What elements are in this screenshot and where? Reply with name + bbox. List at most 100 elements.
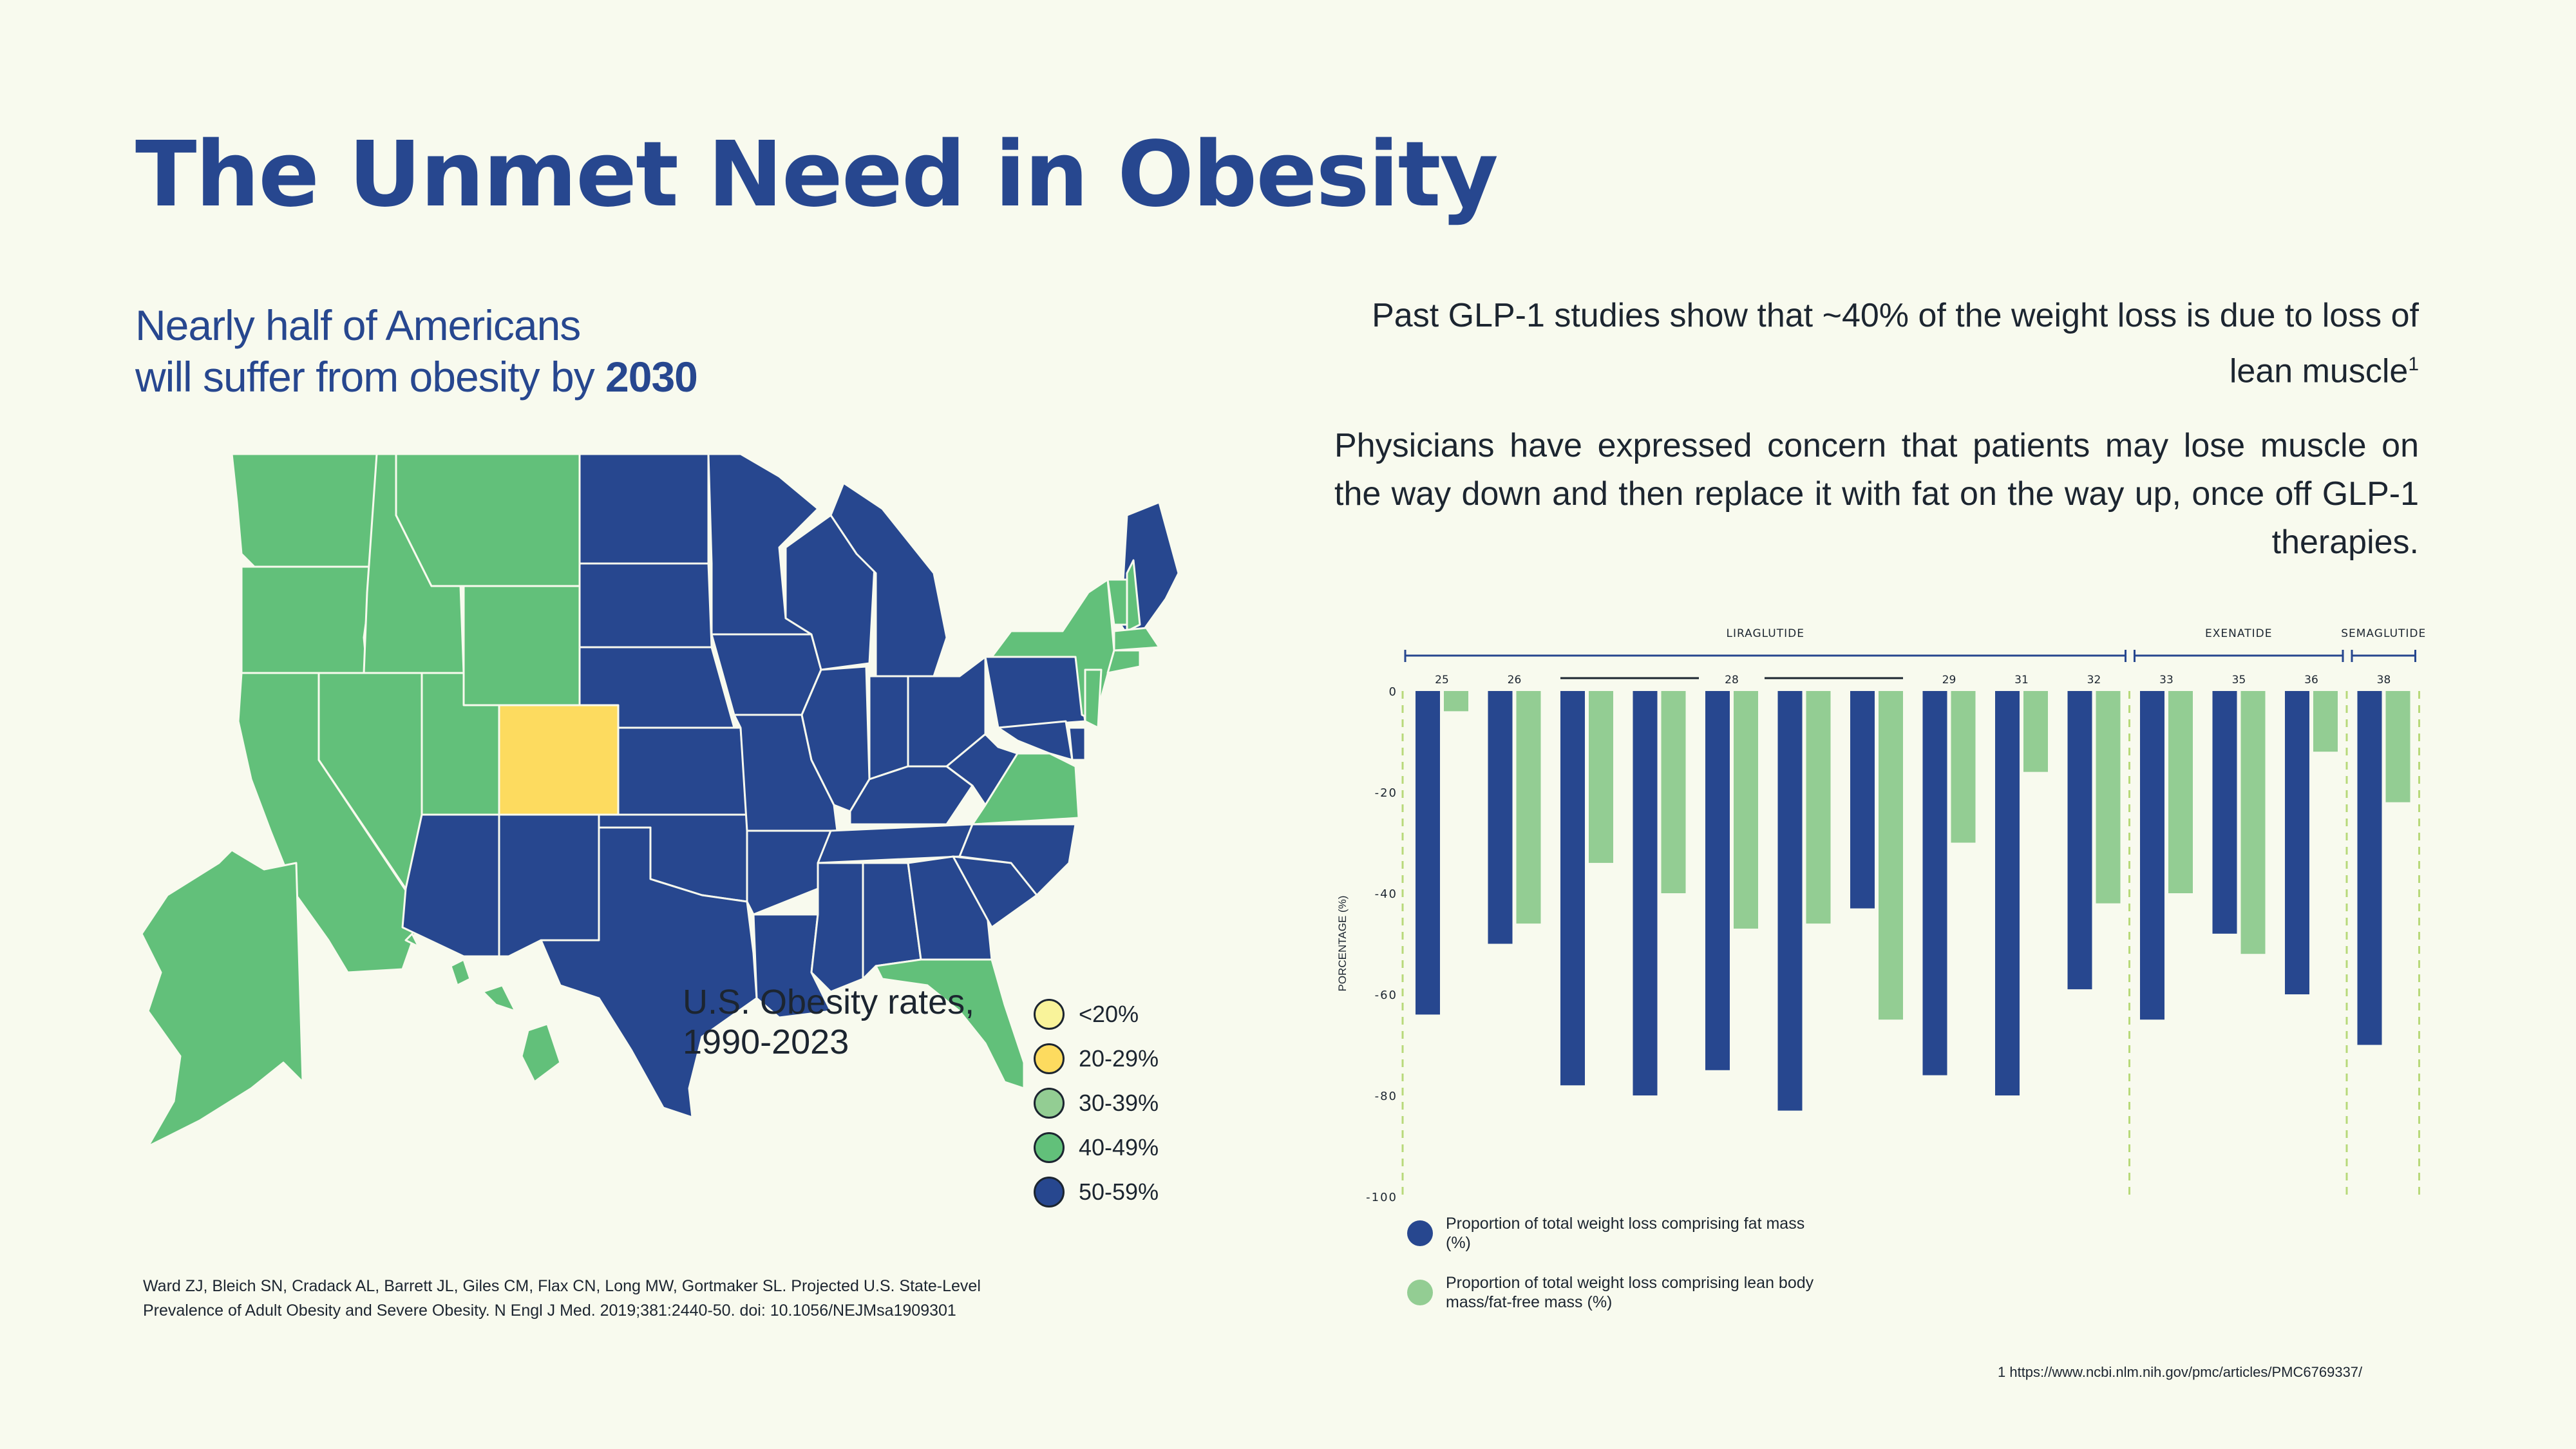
legend-label: <20%	[1079, 1000, 1139, 1027]
category-label: 36	[2304, 674, 2318, 687]
category-label: 33	[2159, 674, 2174, 687]
citation-line-2: Prevalence of Adult Obesity and Severe O…	[143, 1302, 956, 1320]
state-ma	[1113, 627, 1160, 652]
state-mt	[395, 453, 581, 587]
bar-fat-mass	[2357, 691, 2382, 1045]
bar-fat-mass	[2285, 691, 2309, 994]
group-label: LIRAGLUTIDE	[1727, 627, 1804, 640]
glp1-statement-text: Past GLP-1 studies show that ~40% of the…	[1372, 297, 2419, 390]
category-label: 29	[1942, 674, 1956, 687]
bar-fat-mass	[1560, 691, 1585, 1086]
chart-legend-item: Proportion of total weight loss comprisi…	[1407, 1273, 1819, 1312]
state-ms	[810, 862, 864, 993]
state-ak	[140, 849, 304, 1148]
legend-swatch	[1034, 1176, 1065, 1208]
map-caption-line-2: 1990-2023	[683, 1023, 849, 1061]
bar-lean-mass	[2240, 691, 2266, 954]
bar-lean-mass	[1879, 691, 1903, 1020]
y-axis-label: PORCENTAGE (%)	[1336, 896, 1349, 992]
bar-lean-mass	[1806, 691, 1831, 924]
bar-lean-mass	[2313, 691, 2338, 752]
subtitle-line-1: Nearly half of Americans	[135, 301, 581, 349]
state-co	[498, 704, 620, 816]
bar-lean-mass	[1589, 691, 1613, 863]
subtitle: Nearly half of Americans will suffer fro…	[135, 299, 698, 402]
legend-label: 20-29%	[1079, 1045, 1159, 1072]
state-il	[800, 665, 871, 813]
state-pa	[984, 656, 1086, 729]
subtitle-line-2: will suffer from obesity by 2030	[135, 351, 698, 402]
legend-label: Proportion of total weight loss comprisi…	[1446, 1215, 1805, 1252]
bar-fat-mass	[1777, 691, 1803, 1111]
map-legend-item: 30-39%	[1034, 1081, 1159, 1125]
state-nj	[1084, 668, 1103, 729]
map-legend-item: 40-49%	[1034, 1125, 1159, 1170]
footnote-marker: 1	[2408, 354, 2419, 375]
body-composition-bar-chart: 0 -20 -40 -60 -80 -100 PORCENTAGE (%) LIRAGLUTI…	[1336, 627, 2426, 1204]
category-label: 26	[1508, 674, 1522, 687]
bar-lean-mass	[2385, 691, 2410, 802]
subtitle-text: will suffer from obesity by	[135, 353, 606, 401]
page-title: The Unmet Need in Obesity	[135, 122, 1499, 227]
state-in	[868, 675, 909, 781]
bar-fat-mass	[1705, 691, 1730, 1070]
group-label: SEMAGLUTIDE	[2341, 627, 2426, 640]
bar-fat-mass	[2212, 691, 2237, 934]
physician-concern-text: Physicians have expressed concern that p…	[1334, 427, 2419, 561]
legend-swatch	[1034, 1043, 1065, 1074]
map-legend-item: 50-59%	[1034, 1170, 1159, 1214]
us-obesity-map	[140, 453, 1180, 1148]
bar-fat-mass	[1488, 691, 1513, 944]
state-nm	[498, 813, 600, 958]
state-wa	[231, 453, 378, 571]
state-ct	[1106, 649, 1141, 674]
legend-label: 30-39%	[1079, 1089, 1159, 1116]
state-ny	[990, 578, 1115, 723]
glp1-statement: Past GLP-1 studies show that ~40% of the…	[1334, 292, 2419, 395]
state-nh	[1126, 559, 1141, 632]
legend-label: Proportion of total weight loss comprisi…	[1446, 1274, 1814, 1311]
category-label: 35	[2232, 674, 2246, 687]
y-tick-label: -20	[1375, 786, 1397, 800]
map-legend: <20% 20-29% 30-39% 40-49% 50-59%	[1034, 992, 1159, 1214]
y-tick-label: 0	[1389, 685, 1397, 699]
state-mn	[707, 453, 819, 636]
state-wy	[462, 585, 581, 706]
subtitle-year: 2030	[605, 353, 698, 401]
bar-fat-mass	[1416, 691, 1440, 1015]
state-hi	[404, 933, 562, 1083]
map-legend-item: 20-29%	[1034, 1036, 1159, 1081]
legend-swatch	[1034, 1087, 1065, 1119]
y-tick-label: -40	[1375, 887, 1397, 901]
state-ks	[617, 726, 748, 816]
state-or	[240, 565, 375, 674]
y-tick-label: -60	[1375, 989, 1397, 1002]
bar-lean-mass	[1661, 691, 1686, 893]
bar-fat-mass	[1922, 691, 1947, 1075]
group-label: EXENATIDE	[2205, 627, 2272, 640]
bar-lean-mass	[1734, 691, 1758, 929]
chart-legend: Proportion of total weight loss comprisi…	[1407, 1214, 1819, 1332]
state-az	[401, 813, 500, 958]
footnote-source[interactable]: 1 https://www.ncbi.nlm.nih.gov/pmc/artic…	[1998, 1364, 2363, 1380]
chart-legend-item: Proportion of total weight loss comprisi…	[1407, 1214, 1819, 1253]
state-va	[971, 752, 1080, 826]
bar-fat-mass	[2067, 691, 2092, 990]
bar-lean-mass	[1444, 691, 1468, 712]
category-label: 32	[2087, 674, 2101, 687]
state-nd	[578, 453, 710, 565]
citation: Ward ZJ, Bleich SN, Cradack AL, Barrett …	[143, 1274, 1109, 1323]
legend-swatch-fat	[1407, 1220, 1433, 1246]
bar-fat-mass	[1995, 691, 2020, 1095]
state-ar	[746, 829, 832, 916]
state-de	[1068, 726, 1086, 761]
bar-lean-mass	[2168, 691, 2193, 893]
category-label: 31	[2014, 674, 2029, 687]
bar-fat-mass	[1633, 691, 1658, 1095]
legend-swatch	[1034, 1132, 1065, 1163]
y-tick-label: -80	[1375, 1090, 1397, 1103]
bar-lean-mass	[2096, 691, 2121, 904]
legend-swatch	[1034, 998, 1065, 1030]
category-label: 28	[1725, 674, 1739, 687]
bar-fat-mass	[2140, 691, 2164, 1020]
